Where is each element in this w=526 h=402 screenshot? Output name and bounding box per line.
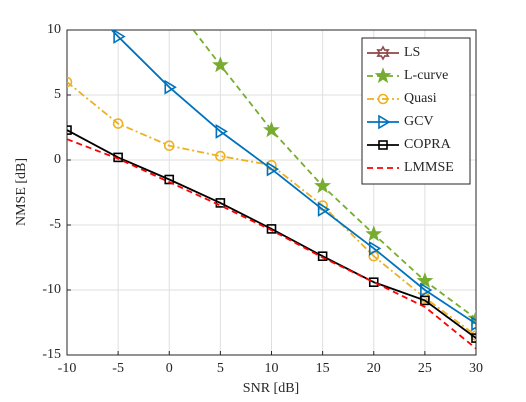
y-axis-label: NMSE [dB] <box>14 158 29 226</box>
legend-marker <box>378 140 388 150</box>
data-point <box>420 295 430 306</box>
x-tick-label: 20 <box>367 361 381 376</box>
data-point <box>471 316 476 332</box>
legend-box <box>361 37 471 185</box>
data-point <box>317 251 328 261</box>
legend-label: LS <box>404 45 420 60</box>
x-tick-label: 15 <box>316 361 330 376</box>
series-line <box>67 129 476 339</box>
data-point <box>365 225 383 242</box>
y-tick-label: 10 <box>47 22 61 37</box>
data-point <box>368 277 379 288</box>
legend-label: L-curve <box>404 68 448 83</box>
legend-marker <box>377 93 389 105</box>
y-tick-label: 5 <box>54 87 61 102</box>
data-point <box>163 140 175 151</box>
x-tick-label: -5 <box>112 361 124 376</box>
data-point <box>416 272 434 289</box>
x-tick-label: 0 <box>166 361 173 376</box>
data-point <box>164 79 177 95</box>
data-point <box>263 121 280 138</box>
data-point <box>471 333 476 343</box>
data-point <box>420 282 433 298</box>
legend-label: GCV <box>404 114 434 129</box>
x-tick-label: 30 <box>469 361 483 376</box>
data-point <box>211 56 229 73</box>
plot-frame <box>66 29 477 356</box>
y-tick-label: -5 <box>49 217 61 232</box>
x-tick-label: 25 <box>418 361 432 376</box>
legend: LS L-curve Quasi GCV COPRA LMMSE <box>361 37 471 185</box>
x-tick-label: -10 <box>58 361 77 376</box>
data-point <box>266 161 280 177</box>
legend-marker <box>374 67 392 84</box>
plot-lines <box>67 0 476 350</box>
data-point <box>368 240 382 256</box>
data-point <box>215 150 226 162</box>
data-point <box>67 76 73 88</box>
y-tick-label: -10 <box>42 282 61 297</box>
series-line <box>110 30 476 325</box>
x-axis-label: SNR [dB] <box>243 381 299 396</box>
x-tick-label: 10 <box>265 361 279 376</box>
legend-label: LMMSE <box>404 160 454 175</box>
legend-marker <box>378 114 391 130</box>
x-tick-label: 5 <box>217 361 224 376</box>
series-line <box>67 138 476 350</box>
data-point <box>314 177 332 194</box>
data-point <box>164 174 175 185</box>
data-point <box>67 125 72 135</box>
legend-label: Quasi <box>404 91 437 106</box>
y-tick-label: -15 <box>42 347 61 362</box>
data-point <box>112 118 124 129</box>
data-point <box>317 201 331 217</box>
y-tick-label: 0 <box>54 152 61 167</box>
data-point <box>266 224 277 234</box>
data-point <box>215 123 228 139</box>
legend-marker <box>376 45 390 61</box>
legend-label: COPRA <box>404 137 452 152</box>
data-point <box>113 30 126 44</box>
data-point <box>163 0 175 4</box>
